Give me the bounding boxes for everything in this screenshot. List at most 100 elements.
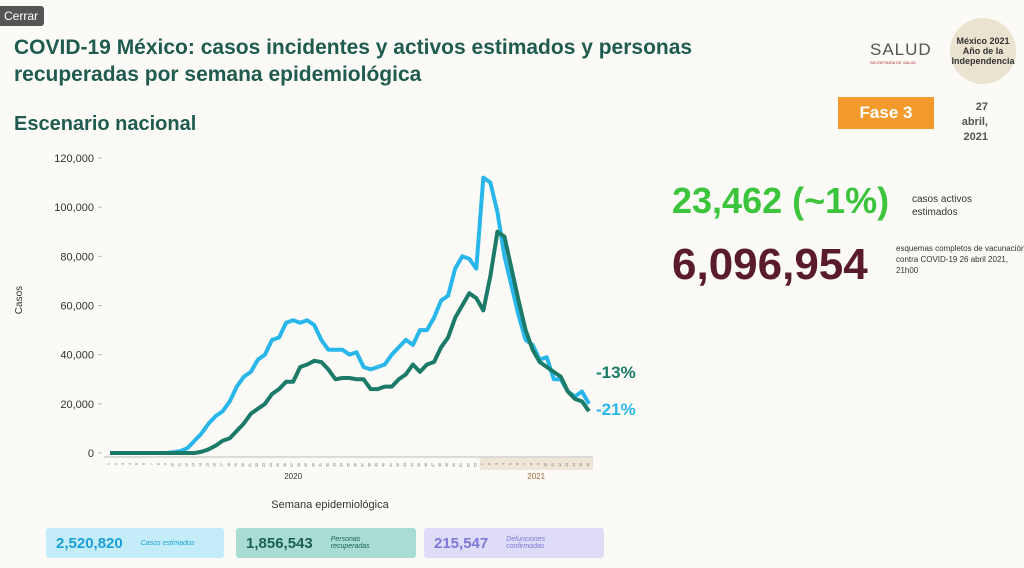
x-tick-label: 11 bbox=[551, 463, 555, 467]
x-tick-label: 45 bbox=[417, 463, 421, 467]
summary-box: 215,547 Defunciones confirmadas bbox=[424, 528, 604, 558]
chart: Casos Semana epidemiológica 0 20,000 40,00… bbox=[14, 153, 636, 511]
x-tick-label: 10 bbox=[170, 463, 174, 467]
y-tick-label: 40,000 bbox=[60, 350, 94, 362]
series-line bbox=[110, 229, 591, 455]
x-tick-label: 2 bbox=[114, 463, 118, 465]
x-tick-label: 8 bbox=[156, 463, 160, 465]
x-tick-label: 35 bbox=[347, 463, 351, 467]
x-tick-label: 4 bbox=[501, 463, 505, 465]
x-tick-label: 49 bbox=[445, 463, 449, 467]
summary-box: 2,520,820 Casos estimados bbox=[46, 528, 224, 558]
x-tick-label: 1 bbox=[107, 463, 111, 465]
series-line bbox=[110, 175, 591, 455]
x-tick-label: 12 bbox=[184, 463, 188, 467]
x-tick-label: 36 bbox=[354, 463, 358, 467]
active-cases-label: casos activos estimados bbox=[912, 194, 973, 218]
x-tick-label: 7 bbox=[149, 463, 153, 465]
x-axis-label: Semana epidemiológica bbox=[271, 499, 389, 511]
x-tick-label: 17 bbox=[220, 463, 224, 467]
x-tick-label: 25 bbox=[276, 463, 280, 467]
x-tick-label: 14 bbox=[199, 463, 203, 467]
logo-salud: SALUD bbox=[870, 40, 932, 59]
x-tick-label: 47 bbox=[431, 463, 435, 467]
total: 2,520,820 bbox=[56, 534, 123, 552]
x-tick-label: 12 bbox=[558, 463, 562, 467]
x-tick-label: 40 bbox=[382, 463, 386, 467]
x-tick-label: 16 bbox=[586, 463, 590, 467]
total: 215,547 bbox=[434, 534, 489, 552]
x-tick-label: 27 bbox=[290, 463, 294, 467]
x-tick-label: 16 bbox=[213, 463, 217, 467]
x-tick-label: 29 bbox=[304, 463, 308, 467]
x-tick-label: 19 bbox=[234, 463, 238, 467]
summary-box: 1,856,543 Personas recuperadas bbox=[236, 528, 416, 558]
x-tick-label: 4 bbox=[128, 463, 132, 465]
y-tick-label: 100,000 bbox=[54, 202, 94, 214]
x-tick-label: 31 bbox=[318, 463, 322, 467]
x-tick-label: 5 bbox=[509, 463, 513, 465]
title: COVID-19 México: casos incidentes y acti… bbox=[14, 36, 693, 86]
x-tick-label: 8 bbox=[530, 463, 534, 465]
year-label: 2020 bbox=[284, 472, 302, 481]
x-tick-label: 18 bbox=[227, 463, 231, 467]
x-tick-label: 22 bbox=[255, 463, 259, 467]
x-tick-label: 44 bbox=[410, 463, 414, 467]
deaths-label: Defunciones confirmadas bbox=[506, 536, 546, 550]
x-tick-label: 33 bbox=[332, 463, 336, 467]
y-tick-label: 20,000 bbox=[60, 399, 94, 411]
logo-salud-sub: SECRETARÍA DE SALUD bbox=[870, 60, 917, 65]
y-tick-label: 60,000 bbox=[60, 301, 94, 313]
x-tick-label: 15 bbox=[206, 463, 210, 467]
x-tick-label: 37 bbox=[361, 463, 365, 467]
vaccination: 6,096,954 bbox=[672, 240, 868, 289]
x-tick-label: 9 bbox=[537, 463, 541, 465]
x-tick-label: 50 bbox=[452, 463, 456, 467]
x-tick-label: 24 bbox=[269, 463, 273, 467]
x-tick-label: 11 bbox=[177, 463, 181, 467]
x-tick-label: 23 bbox=[262, 463, 266, 467]
x-tick-label: 30 bbox=[311, 463, 315, 467]
y-tick-label: 80,000 bbox=[60, 251, 94, 263]
x-tick-label: 52 bbox=[466, 463, 470, 467]
active-cases: 23,462 (~1%) bbox=[672, 180, 890, 221]
x-tick-label: 3 bbox=[494, 463, 498, 465]
vaccination-label: esquemas completos de vacunación contra … bbox=[896, 244, 1024, 275]
x-tick-label: 2 bbox=[487, 463, 491, 465]
x-tick-label: 21 bbox=[248, 463, 252, 467]
x-tick-label: 32 bbox=[325, 463, 329, 467]
date: 27 abril, 2021 bbox=[961, 101, 988, 143]
x-tick-label: 41 bbox=[389, 463, 393, 467]
x-tick-label: 53 bbox=[473, 463, 477, 467]
x-tick-label: 42 bbox=[396, 463, 400, 467]
x-tick-label: 6 bbox=[142, 463, 146, 465]
x-tick-label: 13 bbox=[565, 463, 569, 467]
legend-label: Personas recuperadas bbox=[330, 536, 370, 550]
phase-badge: Fase 3 bbox=[838, 97, 934, 129]
x-tick-label: 7 bbox=[523, 463, 527, 465]
x-tick-label: 15 bbox=[579, 463, 583, 467]
x-tick-label: 34 bbox=[339, 463, 343, 467]
x-tick-label: 20 bbox=[241, 463, 245, 467]
x-tick-label: 10 bbox=[544, 463, 548, 467]
x-tick-label: 48 bbox=[438, 463, 442, 467]
x-tick-label: 46 bbox=[424, 463, 428, 467]
x-tick-label: 13 bbox=[192, 463, 196, 467]
x-tick-label: 39 bbox=[375, 463, 379, 467]
y-axis-label: Casos bbox=[14, 286, 25, 314]
x-tick-label: 51 bbox=[459, 463, 463, 467]
y-tick-label: 0 bbox=[88, 448, 94, 460]
x-tick-label: 14 bbox=[572, 463, 576, 467]
x-tick-label: 28 bbox=[297, 463, 301, 467]
annotation: -13% bbox=[596, 363, 636, 382]
logo-2021: México 2021 Año de la Independencia bbox=[950, 18, 1016, 84]
annotation: -21% bbox=[596, 400, 636, 419]
x-tick-label: 38 bbox=[368, 463, 372, 467]
x-tick-label: 9 bbox=[163, 463, 167, 465]
x-tick-label: 43 bbox=[403, 463, 407, 467]
close-button[interactable]: Cerrar bbox=[0, 6, 45, 26]
subtitle: Escenario nacional bbox=[14, 113, 197, 135]
year-band bbox=[479, 458, 593, 470]
x-tick-label: 6 bbox=[516, 463, 520, 465]
